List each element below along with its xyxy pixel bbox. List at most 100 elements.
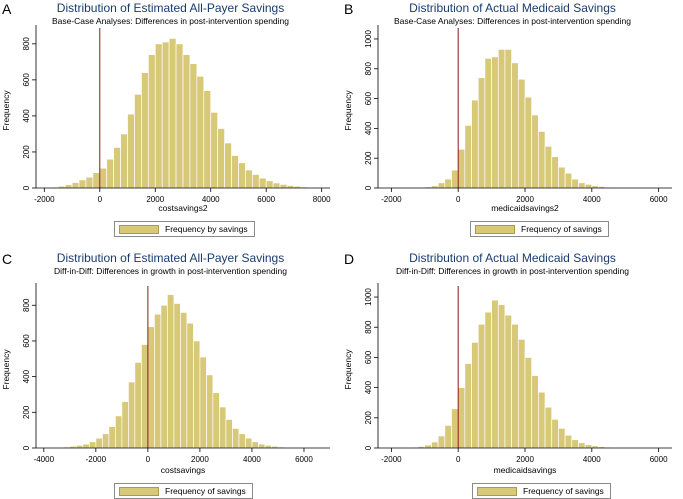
histogram-bar <box>147 54 156 189</box>
legend-label: Frequency of savings <box>521 224 602 234</box>
histogram-bar <box>272 182 281 189</box>
histogram-bar <box>182 54 191 189</box>
y-tick-label: 0 <box>364 185 373 190</box>
histogram-bar <box>511 62 519 189</box>
histogram-bar <box>161 41 170 189</box>
histogram-bar <box>564 434 573 449</box>
legend: Frequency by savings <box>114 221 255 237</box>
chart-title: Distribution of Estimated All-Payer Savi… <box>56 251 285 265</box>
histogram-bar <box>571 439 579 449</box>
y-tick-label: 1000 <box>364 30 373 48</box>
histogram-bar <box>95 437 103 449</box>
y-tick-label: 800 <box>364 320 373 334</box>
histogram-bar <box>85 176 94 189</box>
y-tick-label: 600 <box>22 334 31 348</box>
histogram-bar <box>231 155 239 189</box>
histogram-bar <box>531 375 539 449</box>
x-tick-label: 6000 <box>257 195 275 204</box>
y-tick-label: 200 <box>22 145 31 159</box>
histogram-bar <box>578 182 586 189</box>
x-tick-label: 2000 <box>191 455 209 464</box>
histogram-bar <box>180 312 188 449</box>
histogram-bar <box>82 443 90 449</box>
histogram-bar <box>168 38 177 189</box>
y-tick-label: 800 <box>22 298 31 312</box>
histogram-bar <box>212 392 220 449</box>
x-tick-label: 6000 <box>650 455 668 464</box>
x-tick-label: 0 <box>146 455 151 464</box>
histogram-bar <box>524 96 533 189</box>
histogram-bar <box>491 56 499 189</box>
histogram-bar <box>551 156 559 189</box>
histogram-bar <box>99 167 108 189</box>
histogram-bar <box>88 441 97 449</box>
histogram-bar <box>203 90 212 189</box>
legend: Frequency of savings <box>472 483 611 499</box>
histogram-bar <box>106 158 115 189</box>
x-tick-label: 2000 <box>146 195 164 204</box>
histogram-bar <box>217 128 225 189</box>
histogram-bar <box>437 182 446 189</box>
histogram-bar <box>538 391 546 449</box>
y-tick-label: 600 <box>364 91 373 105</box>
histogram-bar <box>154 43 163 189</box>
x-tick-label: -2000 <box>381 455 402 464</box>
x-tick-label: 0 <box>456 455 461 464</box>
histogram-bar <box>457 387 466 449</box>
y-tick-label: 200 <box>22 405 31 419</box>
y-tick-label: 1000 <box>364 288 373 306</box>
histogram-bar <box>578 442 586 449</box>
y-tick-label: 800 <box>22 37 31 51</box>
legend-swatch <box>119 224 159 234</box>
histogram-bar <box>141 344 149 449</box>
legend-label: Frequency of savings <box>523 486 604 496</box>
histogram-bar <box>431 441 439 449</box>
panel-a: A Distribution of Estimated All-Payer Sa… <box>0 0 341 249</box>
histogram-bar <box>127 113 135 189</box>
histogram-bar <box>551 418 559 449</box>
histogram-bar <box>444 425 452 449</box>
histogram-bar <box>92 172 101 189</box>
histogram-bar <box>167 294 175 449</box>
x-tick-label: 4000 <box>243 455 261 464</box>
chart-plot: 0 200 400 600 800 1000 -2000 0 2000 4000 6000 medic… <box>343 283 672 475</box>
histogram-bar <box>120 133 128 189</box>
x-tick-label: 2000 <box>516 195 534 204</box>
legend-swatch <box>475 224 515 234</box>
histogram-bar <box>437 435 446 449</box>
y-tick-label: 0 <box>22 185 31 190</box>
histogram-bar <box>175 43 184 189</box>
histogram-bar <box>199 356 207 449</box>
histogram-bar <box>210 111 219 189</box>
legend-label: Frequency by savings <box>165 224 248 234</box>
histogram-bar <box>238 162 246 189</box>
chart-subtitle: Diff-in-Diff: Differences in growth in p… <box>54 266 287 276</box>
histogram-bar <box>251 174 260 189</box>
histogram-bar <box>78 179 87 189</box>
x-axis-label: costsavings <box>161 465 205 475</box>
histogram-bar <box>258 443 266 449</box>
legend-swatch <box>119 486 159 496</box>
histogram-bar <box>497 49 506 189</box>
panel-d: D Distribution of Actual Medicaid Saving… <box>342 250 683 499</box>
histogram-bar <box>471 341 479 449</box>
histogram-bar <box>491 299 499 449</box>
histogram-bar <box>245 437 253 449</box>
panel-letter: D <box>344 251 355 267</box>
histogram-bar <box>134 93 142 189</box>
x-tick-label: 0 <box>98 195 103 204</box>
histogram-bar <box>584 183 593 189</box>
legend-label: Frequency of savings <box>165 486 246 496</box>
y-tick-label: 400 <box>364 121 373 135</box>
histogram-bar <box>504 49 512 189</box>
histogram-bar <box>225 419 233 449</box>
y-tick-label: 400 <box>364 380 373 394</box>
y-tick-label: 200 <box>364 411 373 425</box>
histogram-bar <box>64 184 73 189</box>
histogram-bar <box>186 322 194 449</box>
x-tick-label: 6000 <box>295 455 313 464</box>
panel-letter: C <box>2 251 13 267</box>
chart-plot: 0 200 400 600 800 -4000 -2000 0 2000 4000 6000 cost… <box>1 283 330 475</box>
histogram-bar <box>511 323 519 449</box>
